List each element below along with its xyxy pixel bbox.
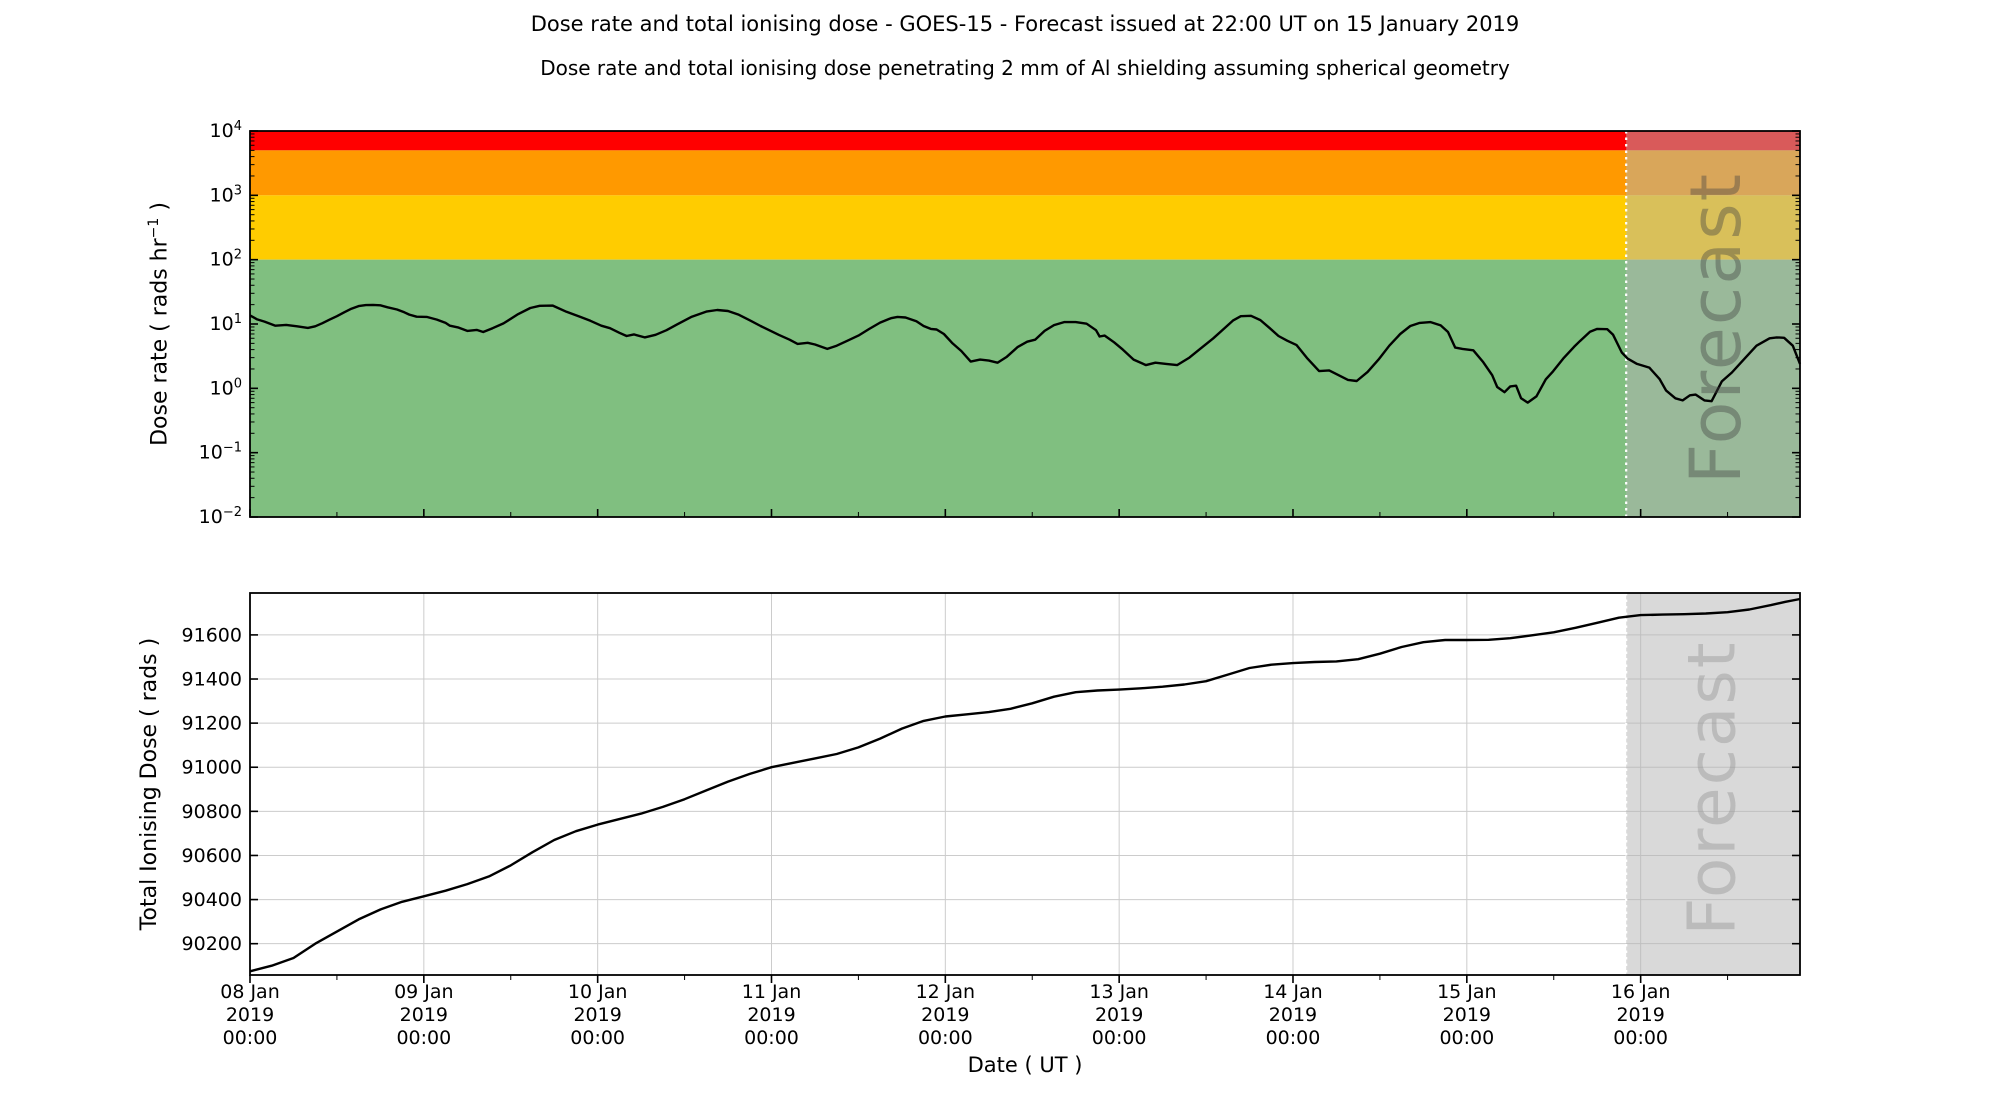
date-tick-label-time: 00:00 xyxy=(1613,1027,1668,1049)
forecast-region-bottom xyxy=(1626,593,1800,975)
dose-rate-curve xyxy=(249,303,1802,404)
total-dose-tick-label: 91400 xyxy=(182,669,242,691)
date-tick-label-date: 12 Jan xyxy=(916,981,976,1003)
total-dose-tick-label: 91600 xyxy=(182,624,242,646)
date-tick-label-date: 10 Jan xyxy=(568,981,628,1003)
date-tick-label-year: 2019 xyxy=(1443,1004,1491,1026)
dose-rate-tick-label: 10−2 xyxy=(199,505,242,528)
date-tick-label-date: 11 Jan xyxy=(742,981,802,1003)
chart-title: Dose rate and total ionising dose - GOES… xyxy=(530,12,1520,36)
dose-rate-tick-label: 100 xyxy=(210,376,242,399)
total-dose-tick-label: 91200 xyxy=(182,713,242,735)
date-axis-label: Date ( UT ) xyxy=(967,1053,1083,1077)
date-tick-label-date: 13 Jan xyxy=(1089,981,1149,1003)
date-tick-label-time: 00:00 xyxy=(570,1027,625,1049)
date-tick-label-year: 2019 xyxy=(1616,1004,1664,1026)
threshold-band-yellow xyxy=(250,195,1800,260)
date-tick-label-year: 2019 xyxy=(400,1004,448,1026)
date-tick-label-year: 2019 xyxy=(1269,1004,1317,1026)
total-dose-tick-label: 90800 xyxy=(182,801,242,823)
total-dose-tick-label: 90600 xyxy=(182,845,242,867)
date-tick-label-time: 00:00 xyxy=(1092,1027,1147,1049)
dose-rate-panel xyxy=(249,130,1802,518)
date-tick-label-time: 00:00 xyxy=(1266,1027,1321,1049)
date-tick-label-year: 2019 xyxy=(226,1004,274,1026)
total-dose-ticks xyxy=(249,634,1800,983)
date-tick-label-date: 09 Jan xyxy=(394,981,454,1003)
date-tick-label-date: 16 Jan xyxy=(1611,981,1671,1003)
date-tick-label-time: 00:00 xyxy=(918,1027,973,1049)
dose-rate-ticks xyxy=(249,130,1800,518)
total-dose-frame xyxy=(249,592,1801,976)
dose-rate-tick-label: 101 xyxy=(210,312,242,335)
date-tick-label-time: 00:00 xyxy=(744,1027,799,1049)
date-tick-label-date: 14 Jan xyxy=(1263,981,1323,1003)
threshold-band-green xyxy=(250,259,1800,517)
date-tick-label-time: 00:00 xyxy=(1439,1027,1494,1049)
date-tick-label-year: 2019 xyxy=(921,1004,969,1026)
date-tick-label-date: 15 Jan xyxy=(1437,981,1497,1003)
threshold-band-orange xyxy=(250,150,1800,196)
total-dose-grid xyxy=(249,593,1800,975)
total-dose-tick-label: 91000 xyxy=(182,757,242,779)
total-dose-panel xyxy=(249,592,1801,976)
total-dose-tick-label: 90400 xyxy=(182,889,242,911)
chart-subtitle: Dose rate and total ionising dose penetr… xyxy=(540,56,1510,80)
forecast-watermark-bottom: Forecast xyxy=(1674,640,1751,935)
dose-rate-tick-label: 10−1 xyxy=(199,441,242,464)
date-tick-label-date: 08 Jan xyxy=(220,981,280,1003)
date-tick-label-time: 00:00 xyxy=(396,1027,451,1049)
dose-rate-tick-label: 103 xyxy=(210,183,242,206)
total-dose-curve xyxy=(249,597,1801,973)
date-tick-label-year: 2019 xyxy=(573,1004,621,1026)
forecast-region-top xyxy=(1626,131,1800,517)
date-tick-label-year: 2019 xyxy=(1095,1004,1143,1026)
dose-rate-tick-label: 102 xyxy=(210,248,242,271)
date-tick-label-time: 00:00 xyxy=(223,1027,278,1049)
date-tick-label-year: 2019 xyxy=(747,1004,795,1026)
dose-rate-tick-label: 104 xyxy=(210,119,242,142)
total-dose-tick-label: 90200 xyxy=(182,933,242,955)
threshold-band-red xyxy=(250,131,1800,151)
forecast-watermark-top: Forecast xyxy=(1675,172,1757,484)
